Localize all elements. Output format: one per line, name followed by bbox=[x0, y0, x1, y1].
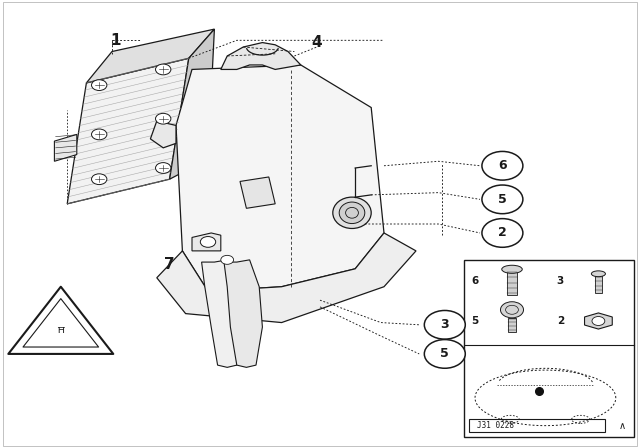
Polygon shape bbox=[221, 43, 301, 69]
Ellipse shape bbox=[591, 271, 605, 277]
Text: 5: 5 bbox=[440, 347, 449, 361]
Text: 7: 7 bbox=[164, 257, 175, 272]
Polygon shape bbox=[176, 65, 384, 291]
Text: 6: 6 bbox=[472, 276, 479, 286]
Circle shape bbox=[482, 185, 523, 214]
Circle shape bbox=[424, 340, 465, 368]
Ellipse shape bbox=[339, 202, 365, 224]
Text: 2: 2 bbox=[557, 316, 564, 326]
Text: 4: 4 bbox=[312, 35, 322, 50]
Text: 6: 6 bbox=[498, 159, 507, 172]
Text: ꟸ: ꟸ bbox=[56, 326, 65, 341]
Ellipse shape bbox=[502, 265, 522, 273]
Polygon shape bbox=[54, 134, 77, 161]
Text: 2: 2 bbox=[498, 226, 507, 240]
Text: 3: 3 bbox=[440, 318, 449, 332]
Polygon shape bbox=[86, 29, 214, 83]
Circle shape bbox=[200, 237, 216, 247]
Polygon shape bbox=[584, 313, 612, 329]
Text: 1: 1 bbox=[110, 33, 120, 48]
Circle shape bbox=[482, 219, 523, 247]
Text: 5: 5 bbox=[498, 193, 507, 206]
Circle shape bbox=[221, 255, 234, 264]
Circle shape bbox=[92, 80, 107, 90]
Polygon shape bbox=[595, 274, 602, 293]
Polygon shape bbox=[240, 177, 275, 208]
Polygon shape bbox=[507, 269, 517, 295]
Polygon shape bbox=[150, 121, 176, 148]
Polygon shape bbox=[202, 260, 243, 367]
Text: ∧: ∧ bbox=[618, 421, 626, 431]
Text: 3: 3 bbox=[557, 276, 564, 286]
Polygon shape bbox=[192, 233, 221, 251]
Circle shape bbox=[92, 129, 107, 140]
Polygon shape bbox=[224, 260, 262, 367]
Circle shape bbox=[156, 64, 171, 75]
Polygon shape bbox=[508, 318, 516, 332]
Ellipse shape bbox=[333, 197, 371, 228]
Polygon shape bbox=[157, 233, 416, 323]
Polygon shape bbox=[170, 29, 214, 179]
Text: J31 0228: J31 0228 bbox=[477, 421, 514, 430]
Circle shape bbox=[92, 174, 107, 185]
Circle shape bbox=[424, 310, 465, 339]
Polygon shape bbox=[67, 58, 189, 204]
Circle shape bbox=[156, 163, 171, 173]
Circle shape bbox=[482, 151, 523, 180]
Circle shape bbox=[592, 317, 605, 326]
Circle shape bbox=[156, 113, 171, 124]
Text: 5: 5 bbox=[472, 316, 479, 326]
Circle shape bbox=[500, 302, 524, 318]
